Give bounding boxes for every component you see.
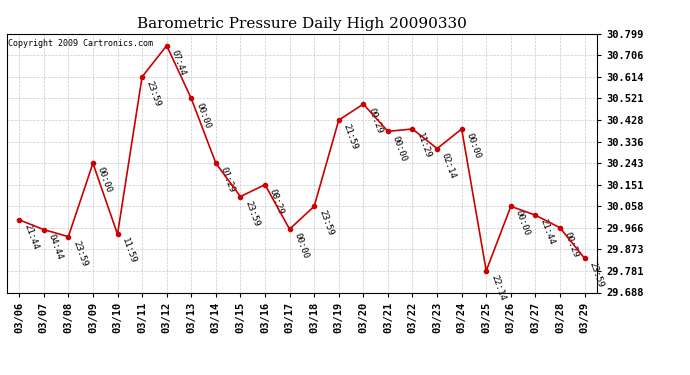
Text: 23:59: 23:59 xyxy=(317,209,335,237)
Text: 00:00: 00:00 xyxy=(391,134,408,162)
Text: 23:59: 23:59 xyxy=(587,261,605,290)
Text: 00:00: 00:00 xyxy=(96,166,113,194)
Text: 02:14: 02:14 xyxy=(440,152,457,180)
Text: 11:59: 11:59 xyxy=(120,237,138,266)
Text: 00:00: 00:00 xyxy=(464,132,482,160)
Text: 21:44: 21:44 xyxy=(22,223,39,251)
Text: Copyright 2009 Cartronics.com: Copyright 2009 Cartronics.com xyxy=(8,39,153,48)
Text: 23:59: 23:59 xyxy=(145,80,163,108)
Text: 04:44: 04:44 xyxy=(46,232,64,261)
Text: 00:00: 00:00 xyxy=(194,101,212,130)
Title: Barometric Pressure Daily High 20090330: Barometric Pressure Daily High 20090330 xyxy=(137,17,467,31)
Text: 21:59: 21:59 xyxy=(342,123,359,151)
Text: 22:14: 22:14 xyxy=(489,274,506,302)
Text: 11:29: 11:29 xyxy=(415,132,433,160)
Text: 23:59: 23:59 xyxy=(71,239,89,268)
Text: 00:00: 00:00 xyxy=(293,232,310,260)
Text: 21:44: 21:44 xyxy=(538,218,556,246)
Text: 00:00: 00:00 xyxy=(513,209,531,237)
Text: 23:59: 23:59 xyxy=(243,200,261,228)
Text: 00:29: 00:29 xyxy=(563,231,580,259)
Text: 09:29: 09:29 xyxy=(366,107,384,135)
Text: 08:29: 08:29 xyxy=(268,188,286,216)
Text: 01:29: 01:29 xyxy=(219,166,236,194)
Text: 07:44: 07:44 xyxy=(170,48,187,77)
